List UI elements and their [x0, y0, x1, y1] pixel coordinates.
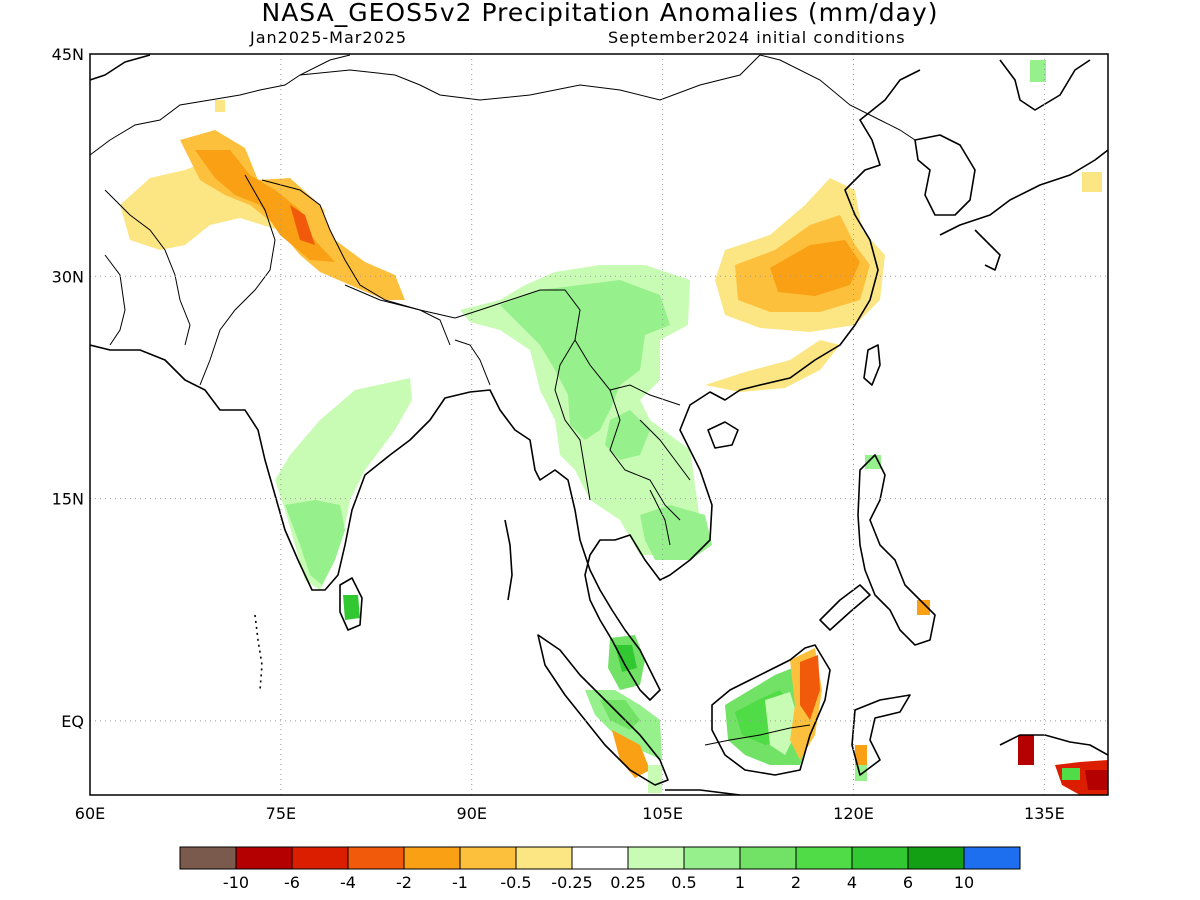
- colorbar-swatch: [851, 846, 909, 870]
- country-borders: [90, 54, 916, 746]
- valid-period-label: Jan2025-Mar2025: [250, 28, 408, 47]
- coastlines: [90, 54, 1108, 795]
- colorbar-label: -0.25: [551, 873, 592, 892]
- colorbar-swatch: [347, 846, 405, 870]
- lon-tick-label: 105E: [642, 804, 683, 823]
- colorbar-label: -0.5: [500, 873, 531, 892]
- colorbar-swatch: [795, 846, 853, 870]
- lon-tick-label: 60E: [75, 804, 105, 823]
- colorbar-label: 4: [847, 873, 857, 892]
- colorbar-label: 0.5: [671, 873, 696, 892]
- colorbar-swatch: [571, 846, 629, 870]
- colorbar-label: -1: [452, 873, 468, 892]
- colorbar-label: -2: [396, 873, 412, 892]
- colorbar-swatch: [963, 846, 1021, 870]
- anomaly-afghanistan: [120, 160, 325, 250]
- anomaly-south-china: [705, 340, 840, 392]
- anomaly-central-india: [275, 378, 412, 590]
- chart-title: NASA_GEOS5v2 Precipitation Anomalies (mm…: [261, 0, 939, 27]
- colorbar-swatch: [627, 846, 685, 870]
- anomaly-mindanao: [917, 600, 930, 615]
- colorbar-swatch: [291, 846, 349, 870]
- colorbar-label: 0.25: [610, 873, 646, 892]
- colorbar-swatch: [403, 846, 461, 870]
- lat-tick-label: 15N: [52, 490, 84, 509]
- colorbar-label: -6: [284, 873, 300, 892]
- lon-tick-label: 120E: [833, 804, 874, 823]
- colorbar-swatch: [179, 846, 237, 870]
- lat-tick-label: 30N: [52, 267, 84, 286]
- lon-tick-label: 90E: [457, 804, 487, 823]
- colorbar-label: 2: [791, 873, 801, 892]
- colorbar-label: 6: [903, 873, 913, 892]
- lon-tick-label: 135E: [1024, 804, 1065, 823]
- colorbar-swatch: [683, 846, 741, 870]
- colorbar-swatch: [515, 846, 573, 870]
- colorbar-swatch: [739, 846, 797, 870]
- colorbar-label: 1: [735, 873, 745, 892]
- anomaly-southern-india: [285, 500, 345, 585]
- colorbar-legend: -10 -6 -4 -2 -1 -0.5 -0.25 0.25 0.5 1 2 4 6 10: [179, 846, 1021, 892]
- lon-tick-label: 75E: [266, 804, 296, 823]
- colorbar-swatch: [459, 846, 517, 870]
- colorbar-label: -10: [223, 873, 249, 892]
- lat-tick-label: EQ: [61, 712, 84, 731]
- initial-conditions-label: September2024 initial conditions: [608, 28, 906, 47]
- colorbar-swatch: [235, 846, 293, 870]
- colorbar-label: -4: [340, 873, 356, 892]
- colorbar-label: 10: [954, 873, 974, 892]
- map-frame: [89, 53, 1109, 796]
- lat-tick-label: 45N: [52, 45, 84, 64]
- anomaly-shading: [120, 60, 1108, 795]
- anomaly-sri-lanka: [343, 595, 360, 620]
- colorbar-swatch: [907, 846, 965, 870]
